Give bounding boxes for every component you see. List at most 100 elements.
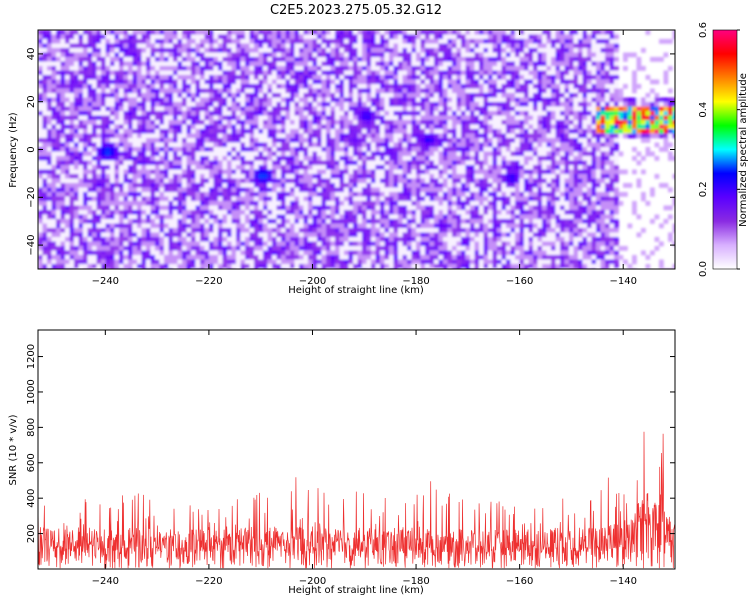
heatmap-cell [438,129,444,134]
heatmap-cell [452,30,457,35]
heatmap-cell [461,115,466,121]
heatmap-cell [74,39,79,44]
heatmap-cell [272,124,277,130]
heatmap-cell [627,133,633,139]
heatmap-cell [186,106,192,112]
heatmap-cell [389,120,394,125]
heatmap-cell [344,34,349,40]
heatmap-cell [38,93,43,98]
heatmap-cell [434,97,439,103]
heatmap-cell [218,106,223,112]
heatmap-cell [605,75,610,80]
heatmap-cell [663,102,669,107]
heatmap-cell [114,120,120,125]
heatmap-cell [344,79,349,85]
heatmap-cell [384,102,390,107]
heatmap-cell [416,106,421,112]
heatmap-cell [245,178,250,184]
heatmap-cell [267,147,273,152]
heatmap-cell [150,84,156,89]
heatmap-cell [515,39,520,44]
heatmap-cell [38,151,43,157]
heatmap-cell [393,174,399,179]
heatmap-cell [231,88,237,94]
heatmap-cell [488,124,493,130]
heatmap-cell [222,52,228,58]
heatmap-cell [416,102,421,107]
heatmap-cell [609,151,615,157]
heatmap-cell [596,34,601,40]
heatmap-cell [501,34,507,40]
heatmap-cell [492,115,498,121]
heatmap-cell [141,196,147,202]
heatmap-cell [204,34,210,40]
heatmap-cell [393,192,399,197]
heatmap-cell [398,52,403,58]
heatmap-cell [146,102,151,107]
heatmap-cell [591,102,597,107]
heatmap-cell [479,156,484,161]
heatmap-cell [515,52,520,58]
heatmap-cell [425,43,430,49]
heatmap-cell [420,93,426,98]
heatmap-cell [420,57,426,62]
heatmap-cell [60,138,66,143]
heatmap-cell [524,34,529,40]
heatmap-cell [222,97,228,103]
heatmap-cell [344,156,349,161]
heatmap-cell [330,106,336,112]
heatmap-cell [69,48,75,53]
heatmap-cell [506,178,511,184]
heatmap-cell [326,61,331,67]
heatmap-cell [420,120,426,125]
heatmap-cell [218,183,223,188]
heatmap-cell [564,97,570,103]
heatmap-cell [87,66,93,71]
heatmap-cell [564,165,570,170]
heatmap-cell [470,169,475,175]
heatmap-cell [375,48,381,53]
heatmap-cell [483,106,489,112]
heatmap-cell [218,111,223,116]
heatmap-cell [87,75,93,80]
heatmap-cell [650,57,655,62]
heatmap-cell [344,138,349,143]
heatmap-cell [132,57,138,62]
heatmap-cell [375,106,381,112]
heatmap-cell [42,174,48,179]
heatmap-cell [137,147,142,152]
heatmap-cell [416,151,421,157]
heatmap-cell [249,111,255,116]
heatmap-cell [353,61,358,67]
heatmap-cell [105,120,111,125]
heatmap-cell [51,30,57,35]
heatmap-cell [614,147,619,152]
heatmap-cell [515,147,520,152]
heatmap-cell [290,70,295,76]
heatmap-cell [182,169,187,175]
heatmap-cell [330,61,336,67]
heatmap-cell [164,129,169,134]
heatmap-cell [605,48,610,53]
heatmap-cell [218,52,223,58]
heatmap-cell [420,75,426,80]
heatmap-cell [177,192,183,197]
heatmap-cell [56,142,61,148]
heatmap-cell [200,138,205,143]
heatmap-cell [191,142,196,148]
heatmap-cell [110,79,115,85]
heatmap-cell [443,30,448,35]
heatmap-cell [605,61,610,67]
heatmap-cell [218,174,223,179]
heatmap-cell [74,174,79,179]
heatmap-cell [668,129,673,134]
heatmap-cell [159,151,165,157]
heatmap-cell [267,102,273,107]
heatmap-cell [299,165,304,170]
heatmap-cell [339,187,345,193]
heatmap-cell [560,160,565,166]
heatmap-cell [299,102,304,107]
heatmap-cell [578,43,583,49]
heatmap-cell [254,79,259,85]
heatmap-cell [96,102,102,107]
